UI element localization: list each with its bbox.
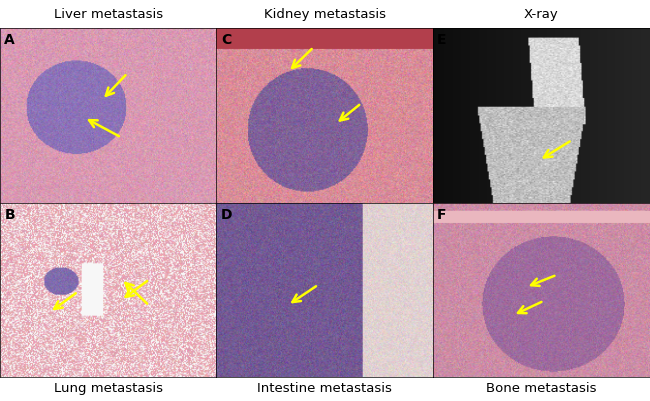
Text: E: E: [437, 33, 447, 47]
Text: X-ray: X-ray: [524, 8, 559, 20]
Text: C: C: [221, 33, 231, 47]
Text: Intestine metastasis: Intestine metastasis: [257, 383, 392, 395]
Text: B: B: [5, 208, 15, 222]
Text: Lung metastasis: Lung metastasis: [54, 383, 162, 395]
Text: Bone metastasis: Bone metastasis: [486, 383, 597, 395]
Text: Kidney metastasis: Kidney metastasis: [264, 8, 385, 20]
Text: F: F: [437, 208, 447, 222]
Text: Liver metastasis: Liver metastasis: [54, 8, 162, 20]
Text: D: D: [221, 208, 232, 222]
Text: A: A: [5, 33, 15, 47]
